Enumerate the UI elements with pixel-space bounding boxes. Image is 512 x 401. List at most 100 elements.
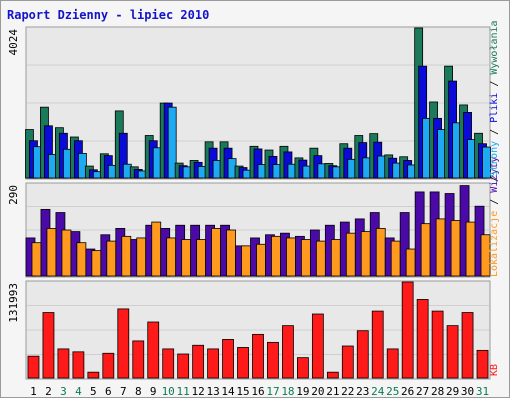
bar-kb-day-15	[237, 347, 249, 379]
bar-kb-day-13	[207, 348, 220, 379]
panel-1-ymax-label: 4024	[7, 29, 20, 56]
legend-wywo-ania: Wywołania	[489, 20, 500, 74]
bar-kb-day-29	[446, 325, 459, 379]
bar-kb-day-11	[177, 353, 190, 379]
bar-kb-day-17	[267, 341, 279, 379]
bar-kb-day-30	[461, 312, 474, 379]
x-tick-label-day-1: 1	[30, 385, 37, 398]
legend-group-separator: /	[489, 176, 500, 182]
bar-lokalizacje-day-31	[480, 234, 491, 277]
x-tick-label-day-24: 24	[371, 385, 385, 398]
x-tick-label-day-16: 16	[251, 385, 264, 398]
bar-kb-day-5	[87, 371, 100, 379]
x-tick-label-day-19: 19	[296, 385, 309, 398]
x-tick-label-day-27: 27	[416, 385, 429, 398]
legend-pliki: Pliki	[489, 93, 500, 123]
x-tick-label-day-25: 25	[386, 385, 399, 398]
bar-kb-day-23	[356, 330, 369, 379]
bar-lokalizacje-day-2	[46, 228, 57, 277]
bar-lokalizacje-day-8	[136, 237, 147, 277]
bar-strony-day-31	[482, 146, 491, 179]
bar-lokalizacje-day-28	[435, 218, 446, 277]
x-tick-label-day-23: 23	[356, 385, 369, 398]
x-tick-label-day-9: 9	[150, 385, 157, 398]
bar-lokalizacje-day-10	[166, 237, 177, 277]
x-tick-label-day-4: 4	[75, 385, 82, 398]
x-tick-label-day-30: 30	[461, 385, 474, 398]
legend-lokalizacje: Lokalizacje	[489, 211, 500, 277]
bar-kb-day-31	[476, 349, 489, 379]
x-tick-label-day-5: 5	[90, 385, 97, 398]
bar-lokalizacje-day-9	[151, 221, 162, 277]
bar-lokalizacje-day-14	[226, 229, 236, 277]
legend-separator: /	[489, 123, 500, 141]
bar-lokalizacje-day-19	[300, 239, 311, 277]
bar-lokalizacje-day-20	[315, 240, 326, 277]
legend-separator: /	[489, 193, 500, 211]
bar-kb-day-27	[416, 299, 429, 379]
bar-kb-day-28	[431, 310, 444, 379]
bar-lokalizacje-day-11	[181, 239, 192, 277]
bar-lokalizacje-day-4	[76, 242, 87, 277]
x-tick-label-day-29: 29	[446, 385, 459, 398]
bar-kb-day-21	[326, 371, 339, 379]
bar-kb-day-6	[102, 352, 115, 379]
x-tick-label-day-17: 17	[266, 385, 279, 398]
bar-lokalizacje-day-21	[330, 239, 341, 277]
kb-label: KB	[489, 364, 500, 376]
bar-strony-day-10	[167, 106, 177, 179]
x-tick-label-day-13: 13	[206, 385, 219, 398]
bar-lokalizacje-day-22	[345, 232, 356, 277]
bar-kb-day-19	[296, 357, 309, 379]
x-tick-label-day-8: 8	[135, 385, 142, 398]
bar-kb-day-8	[132, 340, 145, 379]
x-tick-label-day-12: 12	[192, 385, 205, 398]
bar-lokalizacje-day-27	[420, 223, 431, 277]
x-tick-label-day-31: 31	[476, 385, 489, 398]
x-tick-label-day-2: 2	[45, 385, 52, 398]
bar-lokalizacje-day-17	[271, 235, 281, 277]
x-tick-label-day-28: 28	[431, 385, 444, 398]
bar-lokalizacje-day-29	[450, 220, 461, 277]
bar-lokalizacje-day-1	[31, 242, 42, 277]
x-tick-label-day-11: 11	[177, 385, 190, 398]
bar-kb-day-12	[192, 344, 205, 379]
bar-kb-day-3	[57, 348, 70, 379]
bar-lokalizacje-day-5	[91, 250, 102, 277]
legend-wizyty: Wizyty	[489, 157, 500, 193]
panel-2-ymax-label: 290	[7, 185, 20, 205]
bar-lokalizacje-day-18	[286, 237, 296, 277]
bar-lokalizacje-day-16	[256, 243, 266, 277]
bar-lokalizacje-day-15	[241, 245, 251, 277]
bar-lokalizacje-day-12	[196, 239, 207, 277]
bar-lokalizacje-day-25	[390, 240, 401, 277]
bar-kb-day-1	[27, 355, 40, 379]
x-tick-label-day-26: 26	[401, 385, 414, 398]
bar-lokalizacje-day-7	[121, 235, 132, 277]
bar-kb-day-14	[222, 339, 234, 379]
bar-kb-day-4	[72, 351, 85, 379]
x-tick-label-day-21: 21	[326, 385, 339, 398]
x-tick-label-day-14: 14	[221, 385, 235, 398]
x-tick-label-day-22: 22	[341, 385, 354, 398]
legend-separator: /	[489, 75, 500, 93]
bar-kb-day-26	[401, 281, 414, 379]
bar-kb-day-18	[282, 325, 294, 379]
x-tick-label-day-3: 3	[60, 385, 67, 398]
bar-kb-day-2	[42, 312, 55, 379]
bar-lokalizacje-day-23	[360, 231, 371, 277]
bar-kb-day-16	[252, 333, 264, 379]
right-legend-group-2: Strony / Pliki / Wywołania	[489, 20, 500, 177]
bar-kb-day-9	[147, 321, 160, 379]
x-tick-label-day-7: 7	[120, 385, 127, 398]
x-tick-label-day-10: 10	[162, 385, 175, 398]
bar-kb-day-25	[386, 348, 399, 379]
legend-strony: Strony	[489, 141, 500, 177]
x-tick-label-day-20: 20	[311, 385, 324, 398]
bar-lokalizacje-day-30	[465, 221, 476, 277]
bar-wizyty-day-26	[399, 212, 410, 277]
right-legend-group-1: Lokalizacje / Wizyty	[489, 157, 500, 277]
bar-kb-day-7	[117, 308, 130, 379]
